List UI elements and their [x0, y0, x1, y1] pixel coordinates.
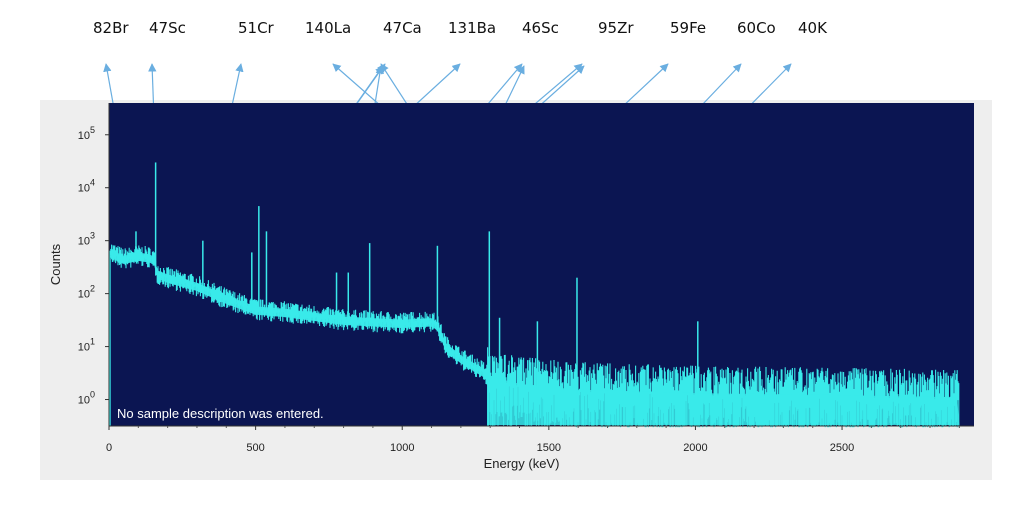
y-tick-label: 101	[78, 337, 95, 354]
x-tick-label: 2500	[830, 442, 854, 454]
x-tick-label: 1500	[537, 442, 561, 454]
isotope-label: 95Zr	[598, 19, 634, 37]
x-tick-label: 0	[106, 442, 112, 454]
isotope-label: 131Ba	[448, 19, 496, 37]
isotope-label: 51Cr	[238, 19, 275, 37]
spectrum-high-band	[487, 372, 960, 425]
isotope-label: 47Sc	[149, 19, 186, 37]
y-tick-label: 105	[78, 125, 95, 142]
y-tick-label: 100	[78, 390, 95, 407]
spectrum-bulk	[110, 249, 488, 380]
y-tick-label: 104	[78, 178, 95, 195]
isotope-label: 59Fe	[670, 19, 706, 37]
isotope-label: 82Br	[93, 19, 129, 37]
isotope-label: 47Ca	[383, 19, 422, 37]
y-axis-title: Counts	[48, 243, 63, 285]
x-tick-label: 500	[246, 442, 264, 454]
x-tick-label: 2000	[683, 442, 707, 454]
y-tick-label: 102	[78, 284, 95, 301]
isotope-label: 40K	[798, 19, 828, 37]
isotope-label: 46Sc	[522, 19, 559, 37]
isotope-label: 60Co	[737, 19, 776, 37]
sample-note: No sample description was entered.	[117, 406, 324, 421]
y-tick-label: 103	[78, 231, 95, 248]
x-tick-label: 1000	[390, 442, 414, 454]
isotope-label: 140La	[305, 19, 351, 37]
x-axis-title: Energy (keV)	[484, 456, 560, 471]
